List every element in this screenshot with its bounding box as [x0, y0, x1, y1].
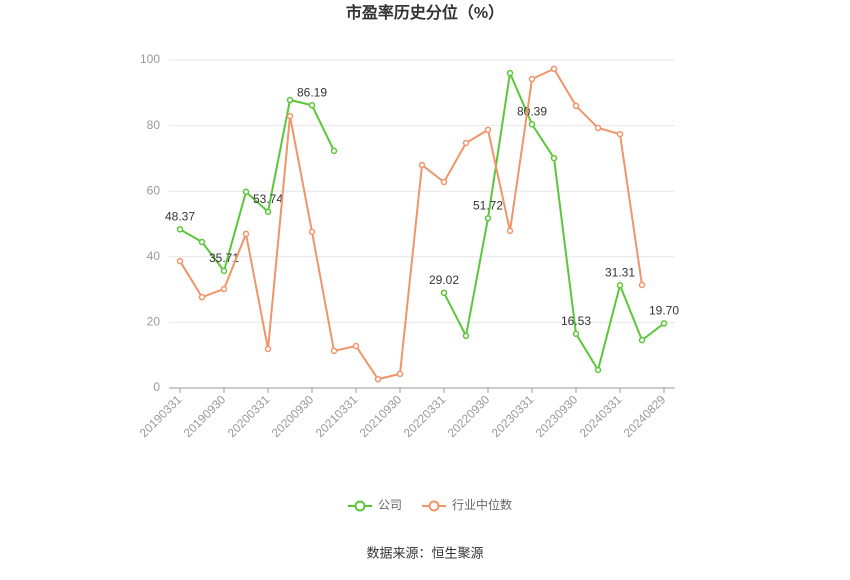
- point: [506, 227, 514, 235]
- point: [528, 75, 536, 83]
- point: [242, 188, 250, 196]
- point: [352, 342, 360, 350]
- point: [550, 154, 558, 162]
- point: [286, 112, 294, 120]
- point: [264, 345, 272, 353]
- point: [528, 121, 536, 128]
- point: [638, 336, 646, 344]
- data-label: 80.39: [517, 104, 547, 118]
- point: [660, 320, 668, 327]
- point: [242, 230, 250, 238]
- x-tick-label: 20190930: [181, 392, 229, 440]
- point: [176, 226, 184, 233]
- source-note: 数据来源：恒生聚源: [366, 545, 483, 560]
- data-label: 86.19: [297, 85, 327, 99]
- legend-marker: [354, 500, 366, 512]
- point: [572, 102, 580, 110]
- point: [440, 178, 448, 186]
- x-tick-label: 20210930: [357, 392, 405, 440]
- legend[interactable]: 公司 行业中位数: [348, 497, 512, 512]
- data-label: 51.72: [473, 199, 503, 213]
- x-tick-label: 20200331: [225, 392, 273, 440]
- x-tick-label: 20190331: [137, 392, 185, 440]
- point: [440, 289, 448, 297]
- y-tick-label: 40: [147, 249, 161, 263]
- point: [572, 330, 580, 338]
- point: [506, 69, 514, 77]
- series-line: [179, 67, 643, 381]
- x-tick-label: 20240829: [621, 392, 669, 440]
- point: [638, 281, 646, 289]
- point: [594, 366, 602, 374]
- point: [484, 126, 492, 134]
- point: [330, 347, 338, 355]
- point: [308, 228, 316, 236]
- data-label: 48.37: [165, 210, 195, 224]
- x-tick-label: 20210331: [313, 392, 361, 440]
- point: [550, 65, 558, 73]
- x-tick-label: 20200930: [269, 392, 317, 440]
- data-label: 53.74: [253, 192, 283, 206]
- point: [396, 370, 404, 378]
- x-tick-label: 20220331: [401, 392, 449, 440]
- legend-marker: [428, 500, 440, 512]
- series-line: [179, 69, 665, 373]
- chart-title: 市盈率历史分位（%）: [346, 3, 504, 22]
- x-tick-label: 20240331: [577, 392, 625, 440]
- x-tick-label: 20230331: [489, 392, 537, 440]
- y-tick-label: 100: [140, 52, 160, 66]
- point: [616, 130, 624, 138]
- point: [198, 293, 206, 301]
- point: [308, 102, 316, 109]
- data-label: 35.71: [209, 251, 239, 265]
- point: [484, 215, 492, 222]
- point: [286, 96, 294, 104]
- legend-label: 公司: [378, 498, 402, 512]
- y-tick-label: 20: [147, 315, 161, 329]
- y-tick-label: 0: [153, 380, 160, 394]
- data-label: 31.31: [605, 265, 635, 279]
- x-tick-label: 20230930: [533, 392, 581, 440]
- point: [616, 282, 624, 289]
- y-tick-label: 60: [147, 183, 161, 197]
- y-tick-label: 80: [147, 118, 161, 132]
- x-tick-label: 20220930: [445, 392, 493, 440]
- point: [330, 147, 338, 155]
- point: [198, 238, 206, 246]
- point: [220, 267, 228, 275]
- data-label: 29.02: [429, 273, 459, 287]
- point: [264, 208, 272, 215]
- point: [462, 139, 470, 147]
- point: [374, 375, 382, 383]
- point: [594, 124, 602, 132]
- point: [462, 332, 470, 340]
- legend-label: 行业中位数: [452, 497, 512, 512]
- point: [418, 161, 426, 169]
- data-label: 16.53: [561, 314, 591, 328]
- data-label: 19.70: [649, 304, 679, 318]
- point: [220, 285, 228, 293]
- point: [176, 257, 184, 265]
